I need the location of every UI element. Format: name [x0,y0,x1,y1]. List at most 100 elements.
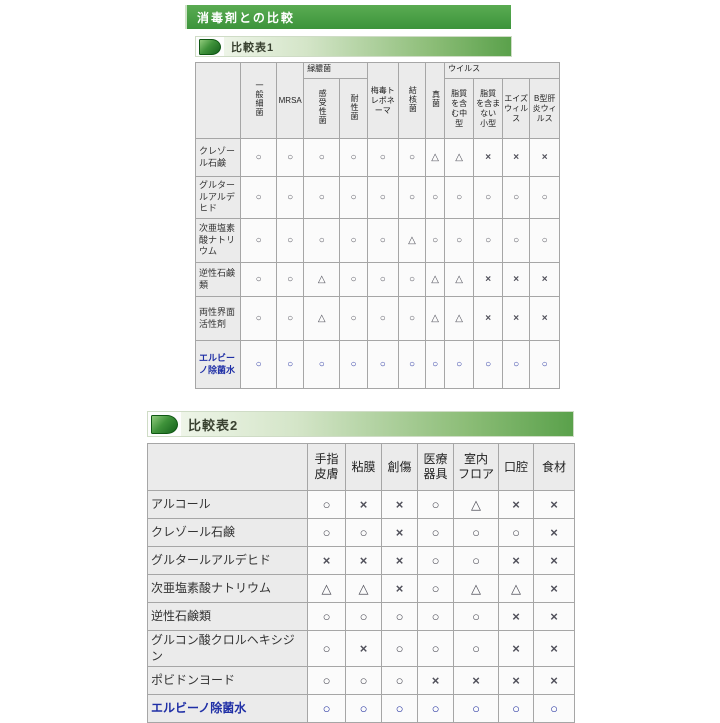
column-header: 一般細菌 [239,62,278,139]
cell-value: ○ [533,694,575,723]
cell-value: △ [307,574,346,603]
cell-value: ○ [276,138,305,177]
cell-value: △ [453,574,499,603]
cell-value: × [533,490,575,519]
row-label: エルビーノ除菌水 [147,694,308,723]
cell-value: × [345,629,382,668]
cell-value: ○ [339,138,368,177]
corner-cell [147,443,308,491]
table-row: 次亜塩素酸ナトリウム ○ ○ ○ ○ ○ △ ○ ○ ○ ○ ○ [195,218,561,263]
cell-value: ○ [339,340,368,389]
row-label: クレゾール石鹸 [195,138,241,177]
column-header: 手指 皮膚 [307,443,346,491]
column-header: 食材 [533,443,575,491]
column-header-label: エイズ ウィル ス [504,93,529,123]
cell-value: △ [425,262,446,297]
row-label: 次亜塩素酸ナトリウム [147,574,308,603]
table2-section-bar: 比較表2 [147,411,574,437]
cell-value: × [533,666,575,696]
cell-value: ○ [303,138,341,177]
cell-value: × [502,296,531,341]
cell-value: ○ [276,176,305,219]
cell-value: ○ [307,518,346,547]
column-header: 結核菌 [397,62,427,139]
cell-value: ○ [381,602,418,631]
cell-value: △ [444,262,475,297]
cell-value: × [529,296,561,341]
cell-value: × [502,138,531,177]
column-header: B型肝 炎ウィ ルス [529,78,561,139]
cell-value: × [453,666,499,696]
comparison-table1-container: 一般細菌 MRSA 緑膿菌 梅毒ト レポネ ーマ 結核菌 真菌 ウイルス 感受性菌 耐性菌 脂質 … [195,62,561,389]
cell-value: ○ [239,218,278,263]
table-row: グルタールアルデヒド × × × ○ ○ × × [147,546,575,575]
cell-value: × [417,666,454,696]
cell-value: × [381,546,418,575]
row-label: ポビドンヨード [147,666,308,696]
cell-value: × [381,574,418,603]
column-header-label: 梅毒ト レポネ ーマ [370,85,395,115]
cell-value: × [529,138,561,177]
table-row: クレゾール石鹸 ○ ○ ○ ○ ○ ○ △ △ × × × [195,138,561,177]
cell-value: × [498,666,534,696]
cell-value: ○ [366,176,399,219]
column-header-label: 感受性菌 [318,89,328,125]
cell-value: ○ [345,518,382,547]
cell-value: ○ [345,602,382,631]
column-header: 脂質 を含 む中 型 [444,78,475,139]
cell-value: × [533,602,575,631]
cell-value: ○ [397,138,427,177]
column-header-label: MRSA [278,95,302,105]
cell-value: × [381,518,418,547]
row-label: クレゾール石鹸 [147,518,308,547]
column-header: MRSA [276,62,305,139]
cell-value: ○ [397,176,427,219]
table-row: クレゾール石鹸 ○ ○ × ○ ○ ○ × [147,518,575,547]
cell-value: ○ [276,262,305,297]
cell-value: × [533,574,575,603]
column-header: 口腔 [498,443,534,491]
cell-value: ○ [417,490,454,519]
column-header: 真菌 [425,62,446,139]
cell-value: ○ [417,574,454,603]
cell-value: ○ [417,629,454,668]
cell-value: × [473,296,504,341]
table-row: アルコール ○ × × ○ △ × × [147,490,575,519]
column-group-header: 緑膿菌 [303,62,368,79]
row-label: 次亜塩素酸ナトリウム [195,218,241,263]
cell-value: ○ [307,629,346,668]
cell-value: ○ [502,176,531,219]
cell-value: ○ [239,176,278,219]
cell-value: △ [345,574,382,603]
leaf-icon-chip [196,37,224,56]
cell-value: ○ [529,218,561,263]
row-label: 逆性石鹸類 [195,262,241,297]
cell-value: ○ [303,176,341,219]
column-header-label: 脂質 を含ま ない 小型 [476,88,501,128]
cell-value: × [345,546,382,575]
cell-value: ○ [276,296,305,341]
column-header-label: 真菌 [431,90,441,108]
row-label: アルコール [147,490,308,519]
cell-value: ○ [239,340,278,389]
cell-value: ○ [339,262,368,297]
cell-value: ○ [307,490,346,519]
cell-value: ○ [473,176,504,219]
cell-value: △ [425,138,446,177]
cell-value: × [345,490,382,519]
cell-value: △ [303,296,341,341]
cell-value: ○ [307,602,346,631]
cell-value: ○ [239,262,278,297]
row-label: グルタールアルデヒド [195,176,241,219]
table1-section-bar: 比較表1 [195,36,512,57]
cell-value: ○ [345,666,382,696]
row-label: グルタールアルデヒド [147,546,308,575]
cell-value: △ [444,296,475,341]
cell-value: × [498,629,534,668]
cell-value: ○ [453,546,499,575]
cell-value: ○ [444,340,475,389]
cell-value: △ [498,574,534,603]
cell-value: ○ [276,218,305,263]
row-label: 両性界面活性剤 [195,296,241,341]
cell-value: ○ [381,694,418,723]
